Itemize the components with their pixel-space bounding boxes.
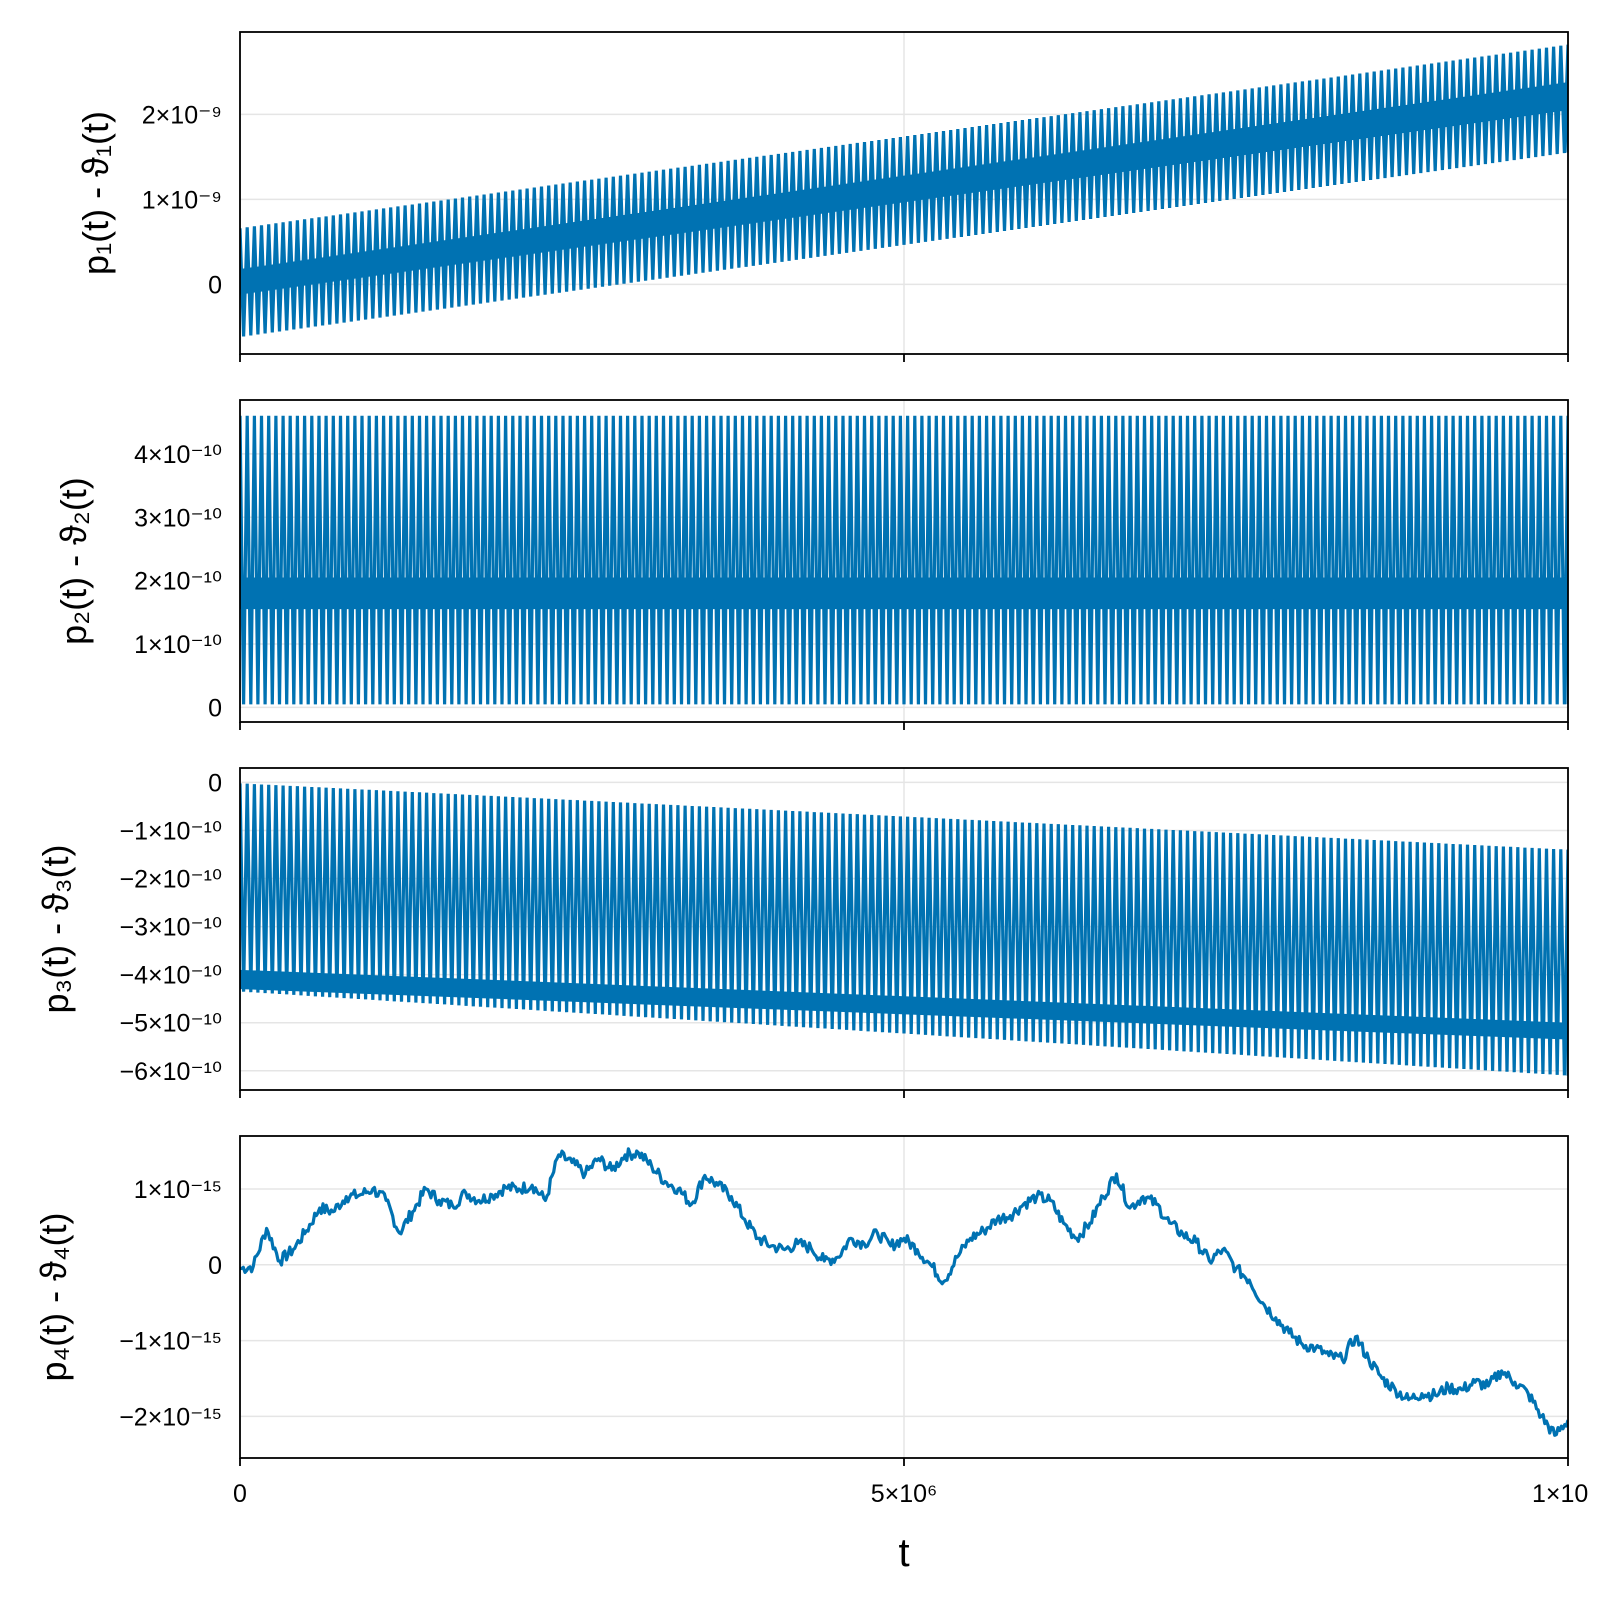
series-center-band	[240, 969, 1568, 1040]
y-tick-label: −1×10⁻¹⁰	[120, 817, 222, 845]
y-tick-label: 4×10⁻¹⁰	[134, 441, 222, 469]
y-axis-label-p1: p₁(t) - ϑ₁(t)	[75, 111, 116, 275]
y-tick-label: 0	[208, 769, 222, 797]
y-tick-label: 0	[208, 1252, 222, 1280]
y-axis-label-p3: p₃(t) - ϑ₃(t)	[35, 845, 76, 1014]
y-tick-label: 0	[208, 694, 222, 722]
y-tick-label: 1×10⁻⁹	[142, 186, 222, 214]
y-tick-label: −2×10⁻¹⁰	[120, 866, 222, 894]
x-axis-label: t	[898, 1531, 909, 1575]
series-center-band	[240, 577, 1568, 610]
x-tick-label: 0	[233, 1480, 247, 1508]
y-tick-label: −3×10⁻¹⁰	[120, 914, 222, 942]
y-tick-label: −1×10⁻¹⁵	[119, 1328, 222, 1356]
y-tick-label: −5×10⁻¹⁰	[120, 1010, 222, 1038]
x-tick-label: 5×10⁶	[871, 1480, 938, 1508]
y-tick-label: 1×10⁻¹⁰	[134, 631, 222, 659]
panel-p3: 0 −1×10⁻¹⁰ −2×10⁻¹⁰ −3×10⁻¹⁰ −4×10⁻¹⁰ −5×10⁻¹…	[35, 767, 1569, 1098]
series-center-band	[240, 82, 1568, 295]
y-tick-label: 2×10⁻⁹	[142, 101, 222, 129]
panel-p4: 1×10⁻¹⁵ 0 −1×10⁻¹⁵ −2×10⁻¹⁵ 0 5×10⁶ 1×10 p₄(t…	[33, 1135, 1588, 1575]
panel-p2: 4×10⁻¹⁰ 3×10⁻¹⁰ 2×10⁻¹⁰ 1×10⁻¹⁰ 0 p₂(t) - ϑ₂…	[53, 399, 1569, 730]
series-line	[240, 415, 1568, 705]
y-tick-label: 1×10⁻¹⁵	[134, 1176, 222, 1204]
panel-p1: 2×10⁻⁹ 1×10⁻⁹ 0 p₁(t) - ϑ₁(t)	[75, 31, 1569, 362]
x-tick-label: 1×10	[1532, 1480, 1588, 1508]
y-axis-label-p2: p₂(t) - ϑ₂(t)	[53, 477, 94, 645]
y-axis-label-p4: p₄(t) - ϑ₄(t)	[33, 1212, 74, 1381]
y-tick-label: −6×10⁻¹⁰	[120, 1058, 222, 1086]
y-tick-label: 2×10⁻¹⁰	[134, 568, 222, 596]
y-tick-label: −4×10⁻¹⁰	[120, 962, 222, 990]
y-tick-label: 3×10⁻¹⁰	[134, 504, 222, 532]
y-tick-label: 0	[208, 271, 222, 299]
series-line	[240, 1147, 1568, 1437]
y-tick-label: −2×10⁻¹⁵	[119, 1403, 222, 1431]
